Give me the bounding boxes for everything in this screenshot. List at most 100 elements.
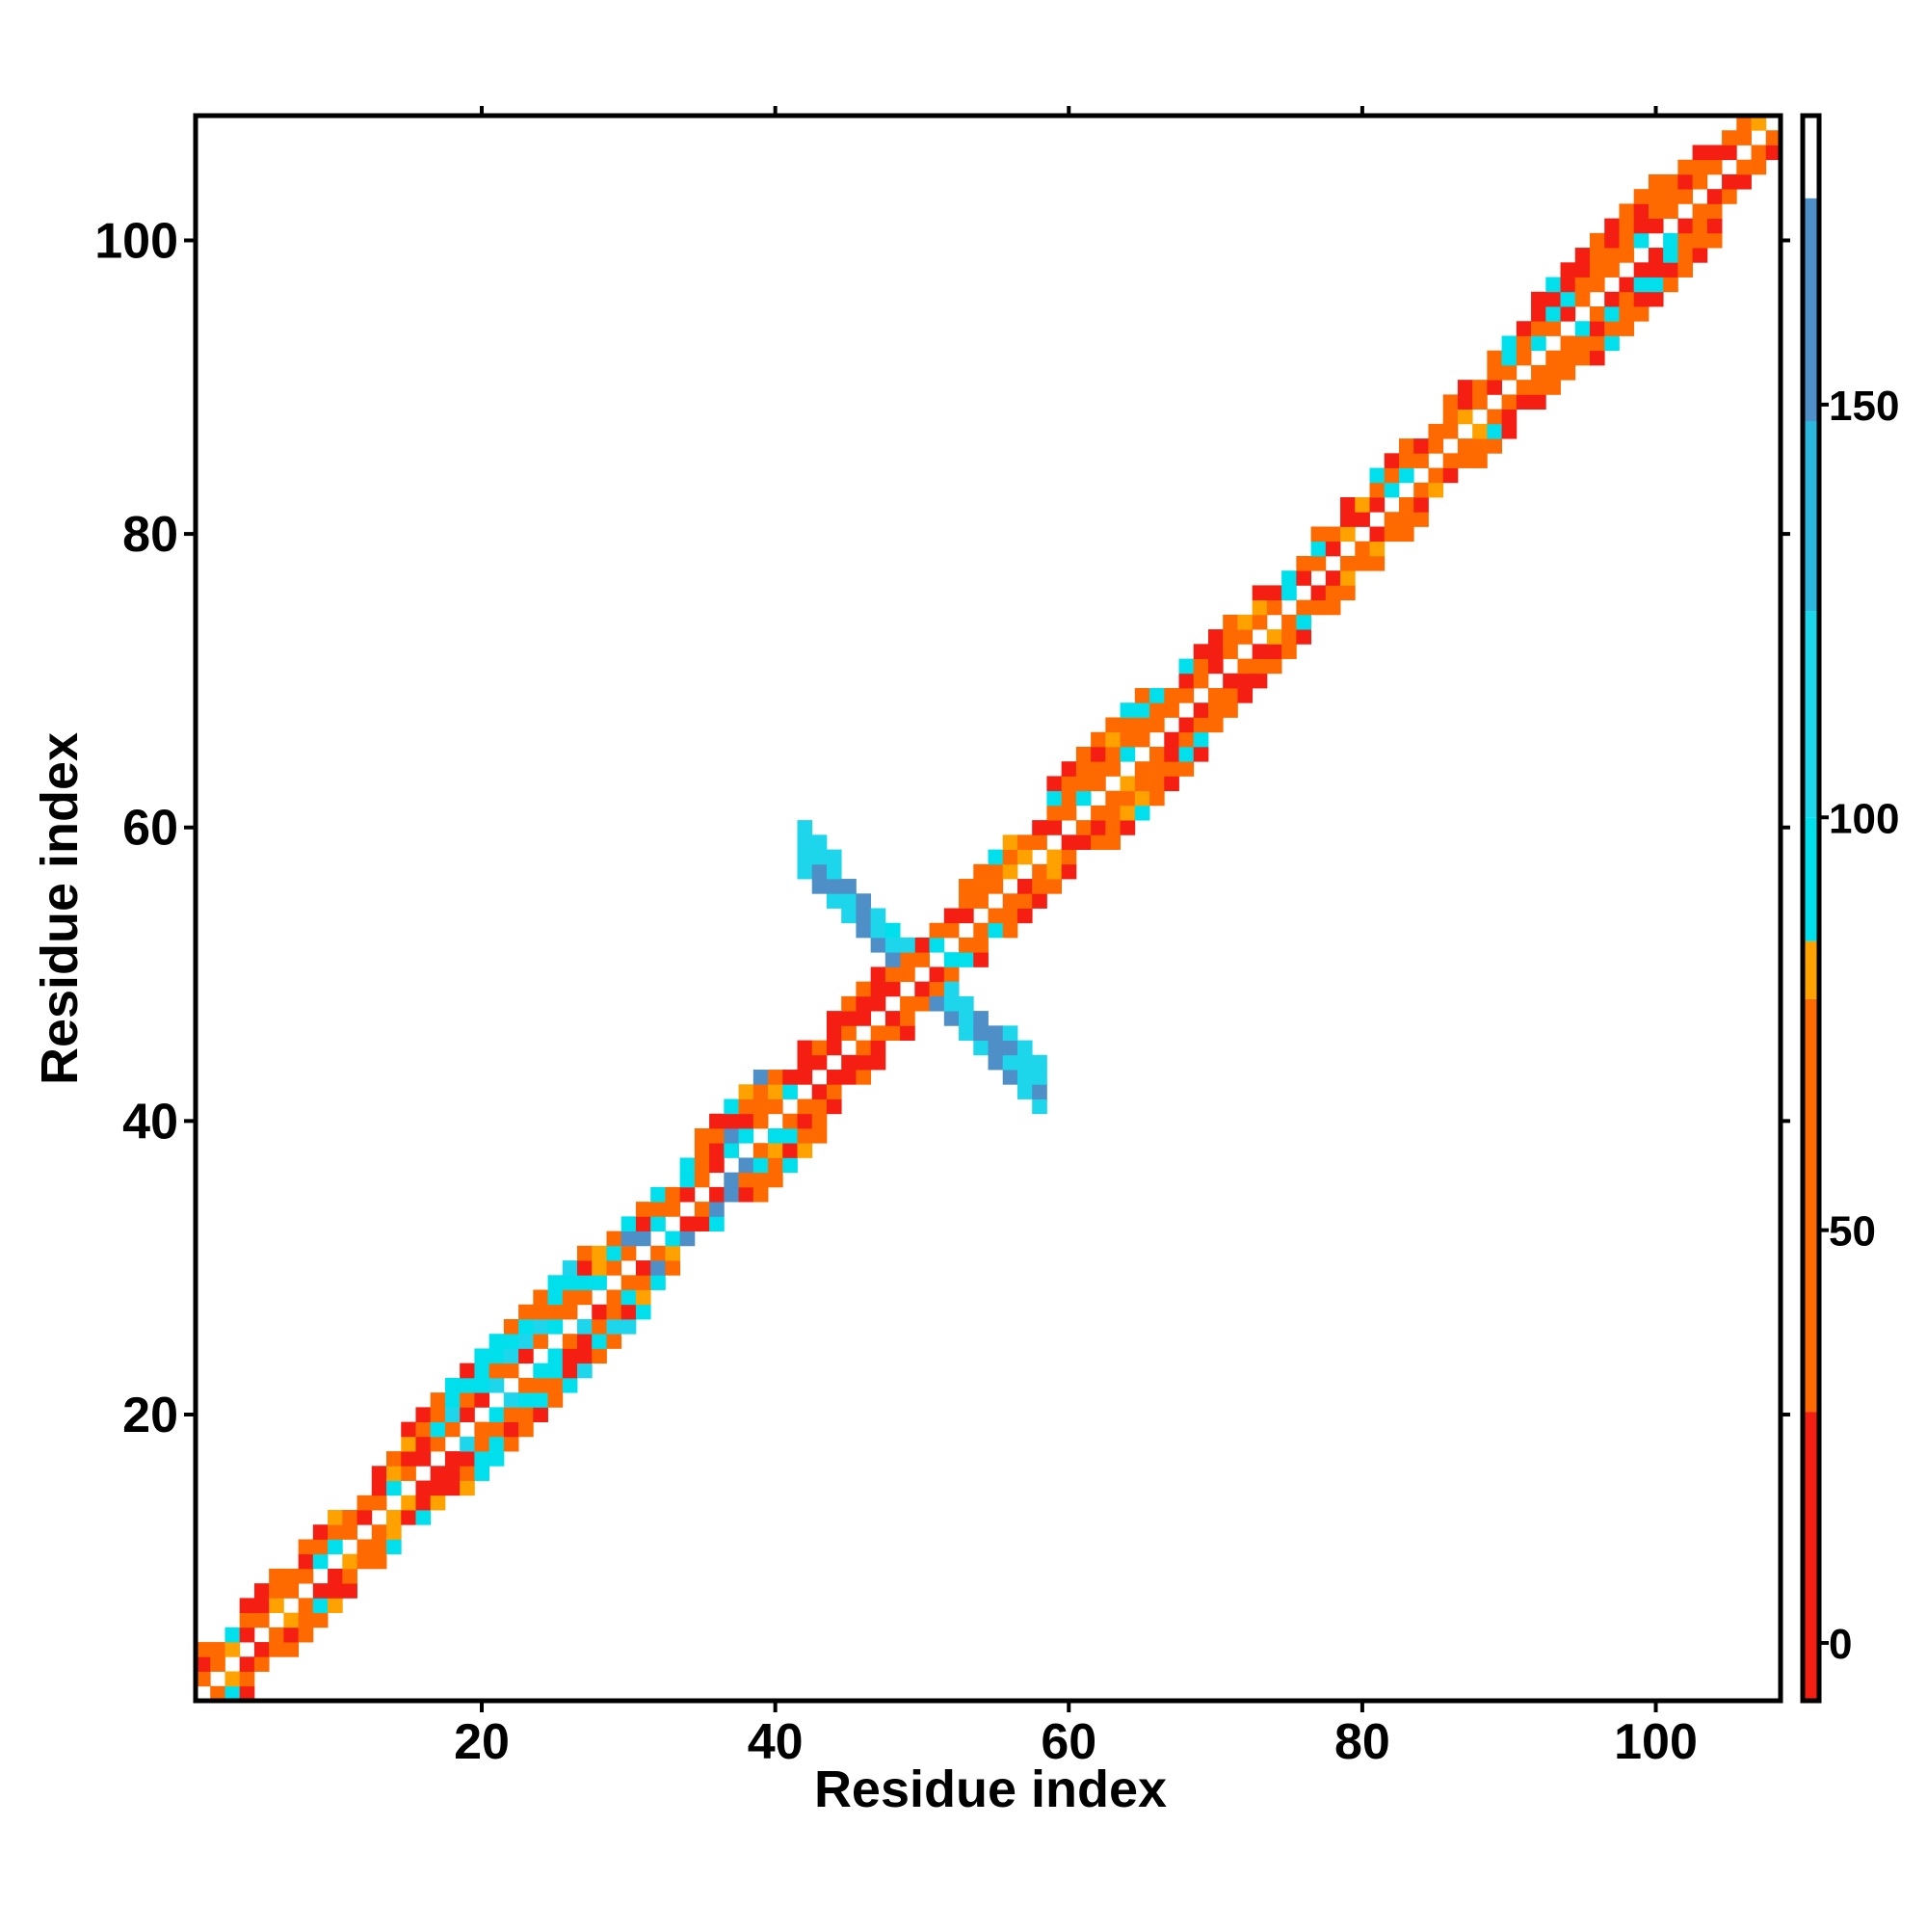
heatmap-cell	[1619, 291, 1635, 307]
heatmap-cell	[870, 937, 886, 953]
heatmap-cell	[1281, 570, 1297, 586]
heatmap-cell	[1442, 467, 1459, 484]
heatmap-cell	[1501, 364, 1518, 381]
heatmap-cell	[1193, 731, 1209, 748]
heatmap-cell	[1531, 380, 1546, 395]
heatmap-cell	[635, 1231, 651, 1247]
heatmap-cell	[1223, 614, 1238, 630]
heatmap-cell	[782, 1113, 798, 1129]
heatmap-cell	[1663, 277, 1678, 293]
heatmap-cell	[988, 863, 1004, 880]
heatmap-cell	[1149, 790, 1165, 807]
heatmap-cell	[562, 1363, 578, 1379]
heatmap-cell	[1619, 306, 1635, 322]
heatmap-cell	[1193, 717, 1209, 733]
heatmap-cell	[782, 1084, 798, 1099]
heatmap-cell	[1545, 291, 1561, 307]
heatmap-cell	[460, 1407, 475, 1422]
heatmap-cell	[1032, 1098, 1047, 1115]
heatmap-cell	[973, 893, 989, 909]
heatmap-cell	[1002, 834, 1018, 850]
heatmap-cell	[1663, 189, 1678, 204]
heatmap-cell	[884, 1025, 901, 1041]
heatmap-cell	[943, 1011, 960, 1026]
heatmap-cell	[371, 1480, 387, 1496]
heatmap-cell	[635, 1202, 651, 1217]
heatmap-cell	[1207, 629, 1224, 645]
heatmap-cell	[356, 1539, 373, 1555]
heatmap-cell	[503, 1421, 519, 1438]
heatmap-cell	[224, 1627, 241, 1643]
heatmap-cell	[1120, 702, 1136, 718]
heatmap-cell	[1310, 599, 1327, 616]
heatmap-cell	[752, 1070, 769, 1085]
heatmap-cell	[386, 1451, 402, 1467]
y-axis-title: Residue index	[31, 732, 89, 1085]
heatmap-cell	[1016, 1040, 1033, 1056]
heatmap-cell	[1207, 702, 1224, 718]
heatmap-cell	[1223, 688, 1238, 703]
heatmap-cell	[826, 1025, 842, 1041]
heatmap-cell	[797, 1143, 813, 1158]
heatmap-cell	[1002, 922, 1018, 939]
heatmap-cell	[826, 879, 842, 894]
heatmap-cell	[1134, 805, 1150, 821]
heatmap-cell	[679, 1216, 696, 1231]
heatmap-cell	[650, 1245, 666, 1261]
heatmap-cell	[1369, 467, 1386, 484]
heatmap-cell	[900, 966, 915, 983]
heatmap-cell	[474, 1436, 490, 1452]
heatmap-cell	[724, 1113, 739, 1129]
heatmap-cell	[503, 1334, 519, 1349]
heatmap-cell	[1369, 497, 1386, 513]
heatmap-cell	[577, 1260, 593, 1276]
heatmap-cell	[900, 1011, 915, 1026]
heatmap-cell	[1296, 614, 1311, 630]
heatmap-cell	[518, 1377, 534, 1393]
heatmap-cell	[1002, 1070, 1018, 1085]
heatmap-cell	[1105, 731, 1121, 748]
heatmap-cell	[1413, 497, 1429, 513]
heatmap-cell	[1384, 512, 1400, 527]
heatmap-cell	[1516, 394, 1532, 410]
heatmap-cell	[488, 1334, 505, 1349]
heatmap-cell	[694, 1157, 710, 1174]
colorbar-tick-label: 100	[1829, 795, 1899, 842]
heatmap-cell	[1149, 702, 1165, 718]
heatmap-cell	[1281, 585, 1297, 601]
heatmap-cell	[1046, 776, 1063, 792]
heatmap-cell	[1574, 350, 1591, 366]
heatmap-cell	[797, 820, 813, 835]
heatmap-cell	[1487, 380, 1502, 395]
heatmap-cell	[1237, 673, 1254, 689]
heatmap-cell	[973, 1040, 989, 1056]
heatmap-cell	[870, 1054, 886, 1071]
heatmap-cell	[988, 1054, 1004, 1071]
heatmap-cell	[460, 1363, 475, 1379]
heatmap-cell	[239, 1685, 255, 1702]
heatmap-cell	[342, 1524, 357, 1540]
heatmap-cell	[415, 1451, 432, 1467]
heatmap-cell	[1545, 321, 1561, 336]
heatmap-cell	[1134, 717, 1150, 733]
heatmap-cell	[1310, 585, 1327, 601]
heatmap-cell	[562, 1377, 578, 1393]
heatmap-cell	[1105, 790, 1121, 807]
heatmap-cell	[592, 1348, 607, 1364]
heatmap-cell	[856, 922, 872, 939]
heatmap-cell	[1663, 203, 1678, 220]
heatmap-cell	[592, 1334, 607, 1349]
heatmap-cell	[724, 1172, 739, 1188]
heatmap-cell	[328, 1583, 343, 1599]
heatmap-cell	[1648, 173, 1664, 190]
heatmap-cell	[943, 981, 960, 997]
heatmap-cell	[562, 1304, 578, 1320]
heatmap-cell	[1252, 673, 1268, 689]
heatmap-cell	[1207, 717, 1224, 733]
heatmap-cell	[752, 1172, 769, 1188]
heatmap-cell	[782, 1070, 798, 1085]
heatmap-cell	[811, 1054, 828, 1071]
heatmap-cell	[738, 1084, 754, 1099]
heatmap-cell	[1325, 541, 1341, 557]
heatmap-cell	[1369, 526, 1386, 543]
